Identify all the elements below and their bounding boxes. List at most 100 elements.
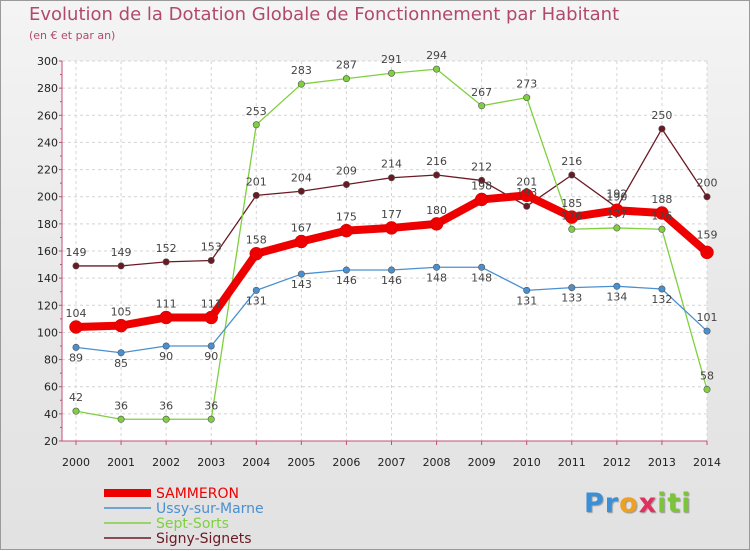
data-label: 267: [471, 86, 492, 99]
y-tick-label: 40: [44, 408, 58, 421]
data-label: 287: [336, 59, 357, 72]
x-tick-label: 2003: [197, 456, 225, 469]
x-tick-label: 2014: [693, 456, 721, 469]
data-label: 201: [246, 175, 267, 188]
data-label: 131: [246, 294, 267, 307]
data-label: 90: [204, 350, 218, 363]
x-tick-label: 2008: [423, 456, 451, 469]
data-point: [207, 415, 215, 423]
data-label: 101: [697, 311, 718, 324]
data-point: [433, 263, 441, 271]
data-point: [433, 65, 441, 73]
data-point: [523, 94, 531, 102]
data-point: [703, 327, 711, 335]
x-tick-label: 2013: [648, 456, 676, 469]
data-label: 134: [606, 290, 627, 303]
x-tick-label: 2004: [242, 456, 270, 469]
logo-letter: x: [638, 488, 658, 519]
data-point: [204, 310, 218, 325]
data-label: 143: [291, 278, 312, 291]
data-point: [387, 174, 395, 182]
grid-layer: [62, 60, 708, 442]
logo-letter: i: [681, 488, 692, 519]
data-point: [162, 342, 170, 350]
y-tick-label: 200: [37, 191, 58, 204]
data-label: 158: [246, 234, 267, 247]
data-label: 177: [381, 208, 402, 221]
data-point: [384, 221, 399, 235]
data-point: [429, 217, 444, 231]
data-label: 200: [697, 177, 718, 190]
logo-letter: P: [584, 488, 605, 519]
data-point: [117, 262, 125, 270]
data-label: 216: [561, 155, 582, 168]
data-point: [387, 69, 395, 77]
data-label: 201: [516, 175, 537, 188]
data-point: [339, 223, 354, 238]
data-label: 190: [606, 190, 627, 203]
x-tick-label: 2011: [558, 456, 586, 469]
data-label: 36: [204, 399, 218, 412]
data-label: 149: [66, 246, 87, 259]
chart-title: Evolution de la Dotation Globale de Fonc…: [29, 4, 620, 25]
data-point: [297, 80, 305, 88]
y-tick-label: 220: [37, 164, 58, 177]
data-label: 159: [697, 228, 718, 241]
data-label: 185: [561, 197, 582, 210]
data-point: [610, 203, 624, 218]
data-label: 214: [381, 158, 402, 171]
logo-letter: t: [667, 488, 682, 519]
data-point: [207, 342, 215, 350]
data-point: [478, 263, 486, 271]
y-tick-label: 80: [44, 354, 58, 367]
data-point: [703, 193, 711, 201]
data-point: [655, 206, 669, 220]
data-label: 216: [426, 155, 447, 168]
data-point: [342, 266, 350, 274]
data-label: 148: [471, 271, 492, 284]
data-point: [252, 286, 260, 294]
legend-label: SAMMERON: [156, 486, 239, 502]
x-tick-label: 2005: [287, 456, 315, 469]
logo-letter: i: [657, 488, 668, 519]
y-tick-label: 160: [37, 245, 58, 258]
data-point: [114, 318, 128, 333]
x-tick-label: 2002: [152, 456, 180, 469]
y-tick-label: 280: [37, 82, 58, 95]
x-tick-label: 2000: [62, 456, 90, 469]
y-tick-label: 140: [37, 272, 58, 285]
data-point: [207, 256, 215, 264]
data-label: 180: [426, 204, 447, 217]
data-label: 111: [156, 298, 177, 311]
data-label: 175: [336, 211, 357, 224]
data-point: [658, 125, 666, 133]
data-point: [478, 102, 486, 110]
data-point: [703, 385, 711, 393]
data-label: 283: [291, 64, 312, 77]
data-label: 176: [561, 209, 582, 222]
data-point: [387, 266, 395, 274]
data-point: [252, 191, 260, 199]
data-label: 253: [246, 105, 267, 118]
legend-label: Signy-Signets: [156, 531, 252, 547]
data-point: [117, 415, 125, 423]
data-label: 198: [471, 179, 492, 192]
data-point: [162, 258, 170, 266]
data-label: 132: [651, 293, 672, 306]
data-label: 273: [516, 78, 537, 91]
data-label: 204: [291, 171, 312, 184]
data-label: 42: [69, 391, 83, 404]
y-tick-label: 120: [37, 299, 58, 312]
data-label: 193: [516, 186, 537, 199]
logo-letter: r: [604, 488, 620, 519]
data-label: 89: [69, 351, 83, 364]
data-point: [72, 262, 80, 270]
data-label: 58: [700, 369, 714, 382]
data-point: [478, 176, 486, 184]
data-label: 291: [381, 53, 402, 66]
x-tick-label: 2010: [513, 456, 541, 469]
data-label: 192: [606, 188, 627, 201]
